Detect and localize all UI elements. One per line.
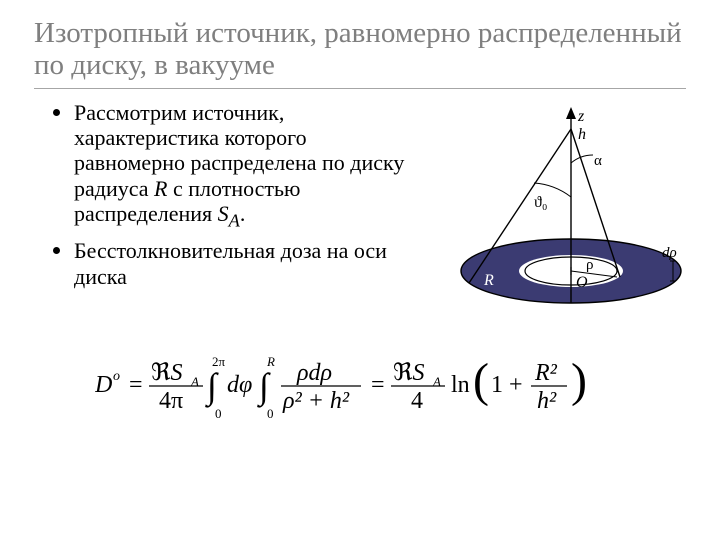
bullet-text: Рассмотрим источник, характеристика кото… <box>74 100 404 226</box>
disc-diagram: z h α ϑ₀ ρ dρ R O <box>426 105 686 320</box>
f-0a: 0 <box>215 406 222 421</box>
f-A1: A <box>190 374 199 389</box>
f-4: 4 <box>411 388 423 414</box>
label-drho: dρ <box>662 245 677 261</box>
slide-title: Изотропный источник, равномерно распреде… <box>34 18 686 82</box>
f-denom: ρ² + h² <box>282 388 350 414</box>
f-int1: ∫ <box>205 366 219 408</box>
f-1plus: 1 + <box>491 372 523 398</box>
label-z: z <box>577 108 585 125</box>
f-dphi: dφ <box>227 372 252 398</box>
bullet-item: Рассмотрим источник, характеристика кото… <box>74 99 418 232</box>
f-eq1: = <box>129 372 143 398</box>
f-R2: R² <box>534 360 558 386</box>
f-int2: ∫ <box>257 366 271 408</box>
f-rhodrho: ρdρ <box>296 360 332 386</box>
f-lparen: ( <box>473 354 489 407</box>
f-h2: h² <box>537 388 557 414</box>
formula-block: D o = ℜS A 4π 2π ∫ 0 dφ R ∫ 0 ρdρ <box>34 346 686 431</box>
f-eq2: = <box>371 372 385 398</box>
f-rparen: ) <box>571 354 587 407</box>
f-D: D <box>95 372 112 398</box>
body-text: Рассмотрим источник, характеристика кото… <box>34 99 426 295</box>
bullet-list: Рассмотрим источник, характеристика кото… <box>56 99 418 289</box>
label-rho: ρ <box>586 257 594 273</box>
z-axis-arrow <box>566 107 576 119</box>
f-supo: o <box>113 369 120 384</box>
title-block: Изотропный источник, равномерно распреде… <box>34 18 686 89</box>
label-theta0: ϑ₀ <box>534 194 548 211</box>
label-h: h <box>578 126 586 143</box>
label-alpha: α <box>594 153 602 169</box>
f-RSA2: ℜS <box>393 360 425 386</box>
f-0b: 0 <box>267 406 274 421</box>
body-row: Рассмотрим источник, характеристика кото… <box>34 99 686 320</box>
label-O: O <box>576 274 588 291</box>
slide: Изотропный источник, равномерно распреде… <box>0 0 720 540</box>
f-RSA1: ℜS <box>151 360 183 386</box>
f-A2: A <box>432 374 441 389</box>
formula-svg: D o = ℜS A 4π 2π ∫ 0 dφ R ∫ 0 ρdρ <box>95 346 625 426</box>
label-R: R <box>483 272 494 289</box>
f-4pi: 4π <box>159 388 183 414</box>
diagram-svg: z h α ϑ₀ ρ dρ R O <box>426 105 686 320</box>
bullet-item: Бесстолкновительная доза на оси диска <box>74 237 418 289</box>
f-ln: ln <box>451 372 470 398</box>
